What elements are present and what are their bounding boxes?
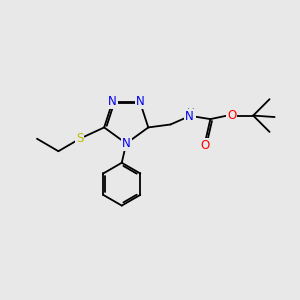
- Text: H: H: [188, 108, 195, 118]
- Text: O: O: [200, 140, 210, 152]
- Text: N: N: [108, 95, 117, 108]
- Text: N: N: [122, 137, 130, 150]
- Text: N: N: [136, 95, 144, 108]
- Text: N: N: [184, 110, 194, 123]
- Text: S: S: [76, 132, 83, 145]
- Text: O: O: [227, 109, 236, 122]
